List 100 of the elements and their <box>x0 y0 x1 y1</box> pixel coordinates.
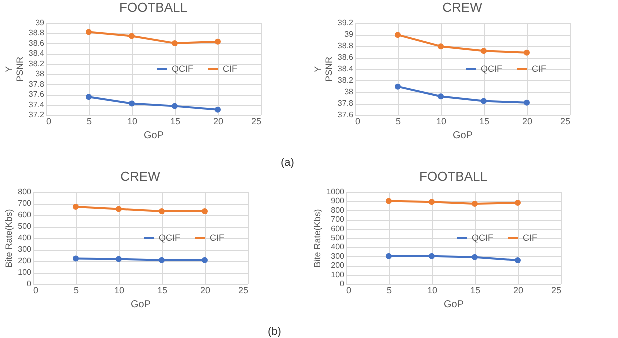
x-tick-label: 5 <box>74 286 80 296</box>
x-tick-label: 10 <box>114 286 125 296</box>
legend-label: QCIF <box>481 64 503 74</box>
point <box>116 206 122 212</box>
y-tick-label: 0 <box>340 280 346 288</box>
legend-label: CIF <box>210 233 225 243</box>
x-tick-label: 5 <box>86 116 92 126</box>
x-axis-title: GoP <box>130 300 152 310</box>
legend-label: QCIF <box>159 233 181 243</box>
point <box>73 204 79 210</box>
x-tick-label: 20 <box>522 116 533 126</box>
chart-title: FOOTBALL <box>420 169 488 184</box>
y-tick-label: 38.6 <box>28 38 46 48</box>
point <box>515 200 521 206</box>
y-tick-label: 400 <box>18 234 32 242</box>
point <box>429 199 435 206</box>
y-tick-label: 37.2 <box>28 110 46 120</box>
point <box>515 258 521 264</box>
point <box>472 254 478 260</box>
x-tick-label: 25 <box>560 116 570 126</box>
y-tick-label: 37.4 <box>28 100 46 110</box>
x-tick-label: 5 <box>386 286 392 296</box>
x-tick-label: 25 <box>551 286 562 296</box>
point <box>429 253 435 260</box>
y-tick-label: 38.2 <box>28 59 46 68</box>
y-axis-title: Bite Rate(Kbs) <box>4 209 14 268</box>
legend-label: QCIF <box>472 233 494 243</box>
point <box>159 208 165 215</box>
y-tick-label: 38.4 <box>28 49 46 58</box>
y-tick-label: 38.2 <box>338 76 354 85</box>
point <box>129 33 135 40</box>
point <box>395 32 401 38</box>
chart-title: CREW <box>120 169 162 184</box>
point <box>438 94 444 100</box>
point <box>172 103 178 110</box>
x-tick-label: 10 <box>127 116 138 126</box>
y-tick-label: 400 <box>331 242 346 252</box>
y-tick-label: 39 <box>36 18 46 28</box>
point <box>481 98 487 104</box>
x-tick-label: 15 <box>170 116 181 126</box>
x-tick-label: 20 <box>200 286 211 296</box>
legend-label: CIF <box>223 64 238 74</box>
y-axis-title: Y PSNR <box>312 56 334 82</box>
y-tick-label: 800 <box>18 188 32 196</box>
point <box>524 50 530 56</box>
point <box>395 84 401 90</box>
y-tick-label: 100 <box>18 268 32 277</box>
y-tick-label: 38.6 <box>338 53 354 62</box>
point <box>116 256 122 262</box>
y-axis-title: Bite Rate(Kbs) <box>312 209 323 268</box>
y-tick-label: 1000 <box>326 188 346 196</box>
x-tick-label: 15 <box>479 116 490 126</box>
x-tick-label: 20 <box>513 286 524 296</box>
y-tick-label: 300 <box>331 252 346 261</box>
point <box>215 106 221 113</box>
y-tick-label: 38.8 <box>338 42 354 50</box>
x-tick-label: 0 <box>356 116 361 126</box>
point <box>86 94 92 100</box>
x-tick-label: 15 <box>470 286 481 296</box>
text: (b) <box>268 326 282 338</box>
y-tick-label: 600 <box>18 210 32 220</box>
y-tick-label: 37.8 <box>28 80 46 89</box>
point <box>159 257 165 264</box>
y-tick-label: 700 <box>18 199 32 208</box>
legend-label: CIF <box>532 64 547 74</box>
y-tick-label: 200 <box>331 261 346 270</box>
y-tick-label: 37.6 <box>28 90 46 100</box>
y-tick-label: 300 <box>18 245 32 254</box>
point <box>481 48 487 54</box>
x-tick-label: 0 <box>46 116 52 126</box>
chart-title: CREW <box>442 0 484 15</box>
text: (a) <box>281 157 294 169</box>
point <box>524 100 530 106</box>
x-tick-label: 10 <box>436 116 447 126</box>
point <box>73 256 79 262</box>
point <box>386 198 392 204</box>
point <box>172 40 178 46</box>
y-tick-label: 37.6 <box>338 110 354 120</box>
point <box>202 257 208 264</box>
x-tick-label: 15 <box>157 286 168 296</box>
y-tick-label: 500 <box>18 222 32 231</box>
point <box>386 253 392 260</box>
y-tick-label: 38.8 <box>28 28 46 38</box>
y-tick-label: 800 <box>331 206 346 215</box>
y-tick-label: 38 <box>36 70 46 79</box>
point <box>472 200 478 207</box>
y-tick-label: 500 <box>331 234 346 242</box>
y-axis-title: Y PSNR <box>4 56 25 82</box>
y-tick-label: 700 <box>331 215 346 224</box>
y-tick-label: 39.2 <box>338 18 354 28</box>
y-tick-label: 100 <box>331 270 346 280</box>
x-tick-label: 10 <box>427 286 438 296</box>
legend-label: QCIF <box>172 64 194 74</box>
x-axis-title: GoP <box>444 300 464 310</box>
chart-title: FOOTBALL <box>120 0 188 15</box>
x-tick-label: 20 <box>213 116 224 126</box>
x-axis-title: GoP <box>144 130 164 142</box>
x-tick-label: 5 <box>396 116 402 126</box>
point <box>438 44 444 50</box>
point <box>202 208 208 215</box>
